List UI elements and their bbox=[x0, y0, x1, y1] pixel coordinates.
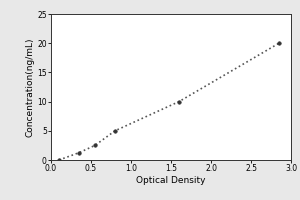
X-axis label: Optical Density: Optical Density bbox=[136, 176, 206, 185]
Y-axis label: Concentration(ng/mL): Concentration(ng/mL) bbox=[26, 37, 34, 137]
